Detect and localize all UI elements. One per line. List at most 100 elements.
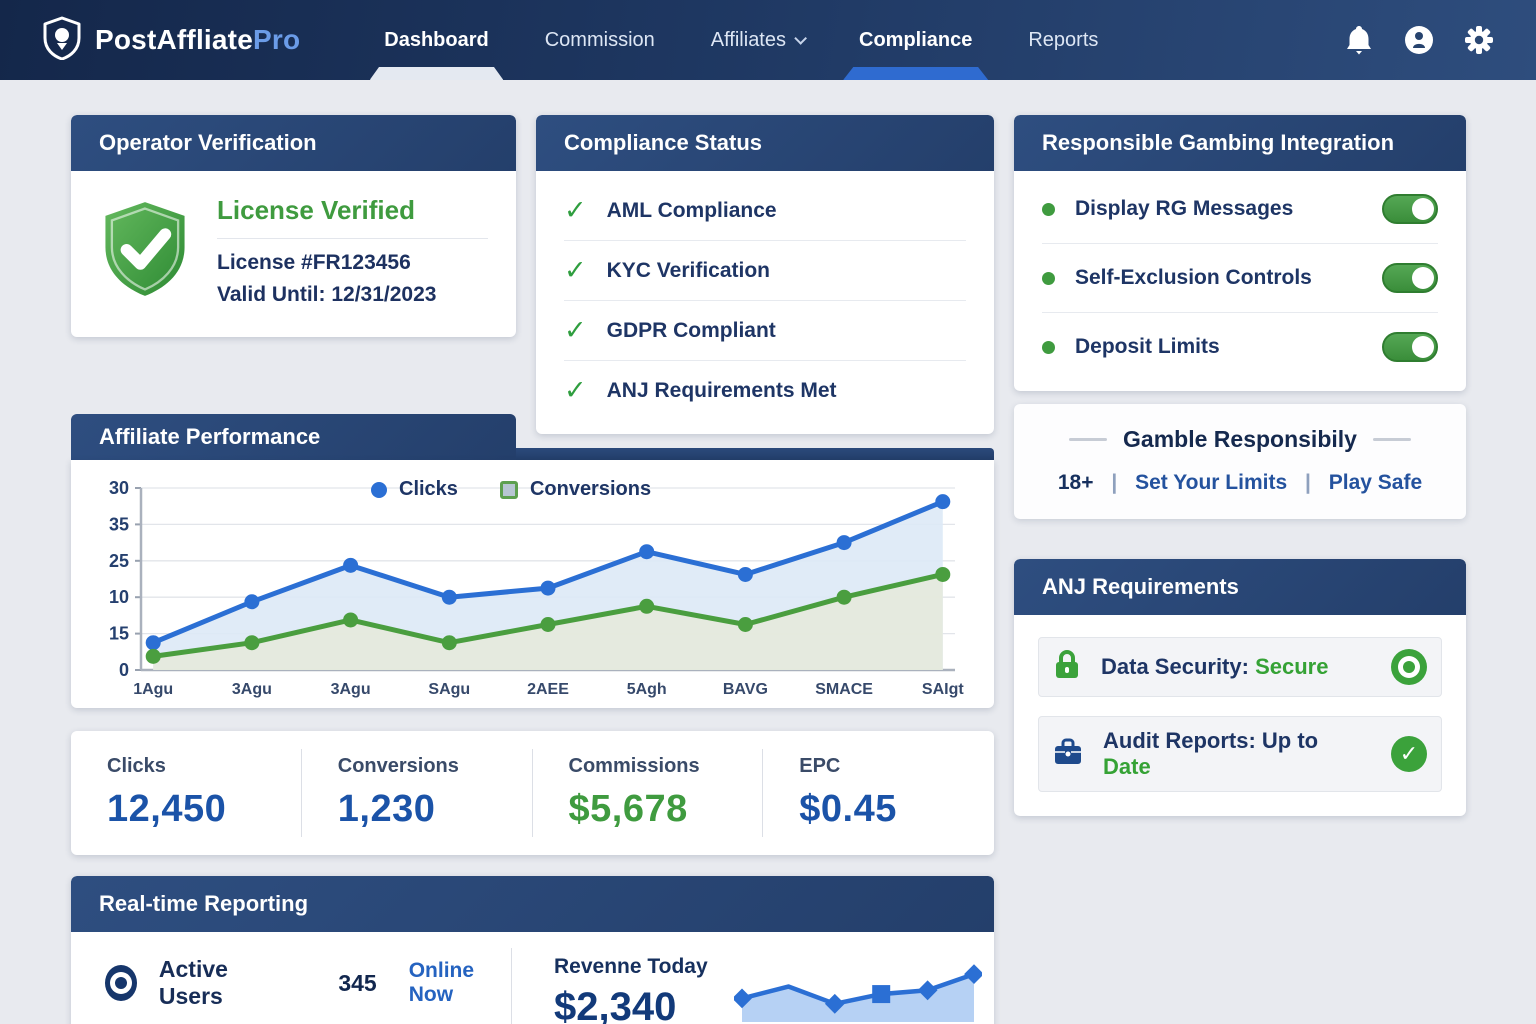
license-number: License #FR123456 bbox=[217, 251, 411, 274]
nav-item-dashboard[interactable]: Dashboard bbox=[369, 0, 504, 80]
operator-verification-card: Operator Verification bbox=[71, 115, 516, 337]
green-dot-icon bbox=[1042, 271, 1055, 285]
online-now-status: Online Now bbox=[408, 959, 475, 1006]
checkmark-icon: ✓ bbox=[564, 315, 587, 345]
compliance-active-indicator bbox=[843, 67, 989, 80]
rg-toggle-row: Self-Exclusion Controls bbox=[1042, 244, 1438, 313]
dash-divider bbox=[1069, 438, 1108, 441]
nav-item-commission[interactable]: Commission bbox=[544, 28, 655, 51]
legend-square-icon bbox=[499, 480, 518, 499]
rg-integration-card: Responsible Gambing Integration Display … bbox=[1014, 115, 1466, 391]
toggle-self-exclusion[interactable] bbox=[1382, 263, 1438, 293]
toggle-display-rg-messages[interactable] bbox=[1382, 194, 1438, 224]
green-dot-icon bbox=[1042, 340, 1055, 354]
chart-legend: Clicks Conversions bbox=[371, 478, 651, 501]
target-circle-icon bbox=[1391, 649, 1427, 685]
right-column: Responsible Gambing Integration Display … bbox=[1014, 115, 1466, 1024]
chevron-down-icon bbox=[794, 31, 807, 45]
stat-commissions: Commissions $5,678 bbox=[533, 749, 764, 837]
lock-icon bbox=[1053, 649, 1081, 685]
anj-requirements-card: ANJ Requirements Data Security: Secure bbox=[1014, 559, 1466, 816]
checkmark-icon: ✓ bbox=[564, 255, 587, 285]
revenue-value: $2,340 bbox=[554, 984, 677, 1024]
card-title: Affiliate Performance bbox=[71, 414, 516, 460]
compliance-status-card: Compliance Status ✓ AML Compliance ✓ KYC… bbox=[536, 115, 994, 434]
rg-toggle-row: Display RG Messages bbox=[1042, 175, 1438, 244]
header-strip bbox=[501, 448, 994, 461]
svg-text:1Agu: 1Agu bbox=[133, 681, 173, 698]
brand-logo[interactable]: PostAffliatePro bbox=[42, 16, 300, 65]
compliance-item: ✓ GDPR Compliant bbox=[564, 301, 966, 361]
legend-item-conversions[interactable]: Conversions bbox=[499, 478, 651, 501]
realtime-reporting-card: Real-time Reporting Active Users 345 Onl… bbox=[71, 876, 994, 1024]
svg-text:3Agu: 3Agu bbox=[331, 681, 371, 698]
top-navigation: PostAffliatePro Dashboard Commission Aff… bbox=[0, 0, 1536, 80]
active-users-count: 345 bbox=[338, 969, 377, 996]
person-circle-icon[interactable] bbox=[1404, 25, 1434, 55]
performance-line-chart: 30 35 25 10 15 0 1Agu 3Agu 3Agu SAgu 2AEE 5Agh BAVG S… bbox=[91, 474, 974, 702]
compliance-item: ✓ KYC Verification bbox=[564, 241, 966, 301]
gamble-responsibly-title: Gamble Responsibily bbox=[1123, 426, 1357, 452]
legend-item-clicks[interactable]: Clicks bbox=[371, 478, 458, 501]
stat-conversions: Conversions 1,230 bbox=[302, 749, 533, 837]
active-users-panel: Active Users 345 Online Now bbox=[71, 946, 511, 1024]
check-circle-icon: ✓ bbox=[1391, 736, 1427, 772]
compliance-item: ✓ ANJ Requirements Met bbox=[564, 375, 837, 405]
gamble-responsibly-box: Gamble Responsibily 18+ | Set Your Limit… bbox=[1014, 404, 1466, 519]
affiliate-performance-card: Affiliate Performance Clicks Conversions … bbox=[71, 414, 994, 708]
shield-pin-icon bbox=[42, 16, 82, 65]
svg-text:30: 30 bbox=[109, 478, 129, 498]
checkmark-icon: ✓ bbox=[564, 195, 587, 225]
active-users-label: Active Users bbox=[158, 956, 228, 1009]
dashboard-tab-indicator bbox=[369, 67, 504, 80]
checkmark-icon: ✓ bbox=[564, 375, 587, 405]
set-your-limits-label: Set Your Limits bbox=[1135, 471, 1288, 494]
toggle-deposit-limits[interactable] bbox=[1382, 332, 1438, 362]
age-18plus-label: 18+ bbox=[1057, 471, 1094, 494]
pipe-divider: | bbox=[1305, 471, 1311, 494]
rg-toggle-row: Deposit Limits bbox=[1042, 313, 1438, 381]
revenue-panel: Revenne Today $2,340 bbox=[512, 946, 994, 1024]
nav-icon-group bbox=[1344, 25, 1494, 55]
vertical-divider bbox=[511, 948, 512, 1024]
svg-text:15: 15 bbox=[109, 624, 129, 644]
svg-text:SAgu: SAgu bbox=[428, 681, 470, 698]
svg-text:SAIgt: SAIgt bbox=[922, 681, 964, 698]
revenue-label: Revenne Today bbox=[554, 954, 708, 978]
nav-item-reports[interactable]: Reports bbox=[1028, 28, 1099, 51]
dashboard-content: Operator Verification bbox=[0, 80, 1536, 1024]
svg-text:10: 10 bbox=[109, 587, 129, 607]
license-status: License Verified bbox=[217, 195, 488, 239]
card-title: ANJ Requirements bbox=[1014, 559, 1466, 615]
card-title: Responsible Gambing Integration bbox=[1014, 115, 1466, 171]
svg-text:2AEE: 2AEE bbox=[527, 681, 569, 698]
green-dot-icon bbox=[1042, 202, 1055, 216]
svg-text:35: 35 bbox=[109, 514, 129, 534]
legend-dot-icon bbox=[371, 481, 387, 498]
svg-text:25: 25 bbox=[109, 551, 129, 571]
anj-row-data-security: Data Security: Secure bbox=[1038, 637, 1442, 697]
card-title: Compliance Status bbox=[536, 115, 994, 171]
stat-clicks: Clicks 12,450 bbox=[71, 749, 302, 837]
main-nav: Dashboard Commission Affiliates Complian… bbox=[369, 0, 1099, 80]
brand-name: PostAffliatePro bbox=[95, 24, 301, 55]
stat-epc: EPC $0.45 bbox=[799, 755, 897, 830]
svg-text:3Agu: 3Agu bbox=[232, 681, 272, 698]
pipe-divider: | bbox=[1111, 471, 1118, 494]
bell-icon[interactable] bbox=[1344, 25, 1374, 55]
compliance-item: ✓ AML Compliance bbox=[564, 181, 966, 241]
license-valid-until: Valid Until: 12/31/2023 bbox=[217, 283, 437, 306]
revenue-sparkline-chart bbox=[731, 958, 984, 1024]
bullseye-icon bbox=[105, 965, 137, 1001]
play-safe-label: Play Safe bbox=[1328, 471, 1423, 494]
svg-text:BAVG: BAVG bbox=[723, 681, 768, 698]
nav-item-affiliates[interactable]: Affiliates bbox=[711, 0, 807, 80]
svg-text:0: 0 bbox=[119, 660, 129, 680]
gear-icon[interactable] bbox=[1464, 25, 1494, 55]
briefcase-icon bbox=[1053, 738, 1083, 771]
dash-divider bbox=[1372, 438, 1411, 441]
left-column: Operator Verification bbox=[71, 115, 994, 1024]
card-title: Operator Verification bbox=[71, 115, 516, 171]
anj-row-audit-reports: Audit Reports: Up to Date ✓ bbox=[1038, 716, 1442, 792]
nav-item-compliance[interactable]: Compliance bbox=[843, 0, 989, 80]
